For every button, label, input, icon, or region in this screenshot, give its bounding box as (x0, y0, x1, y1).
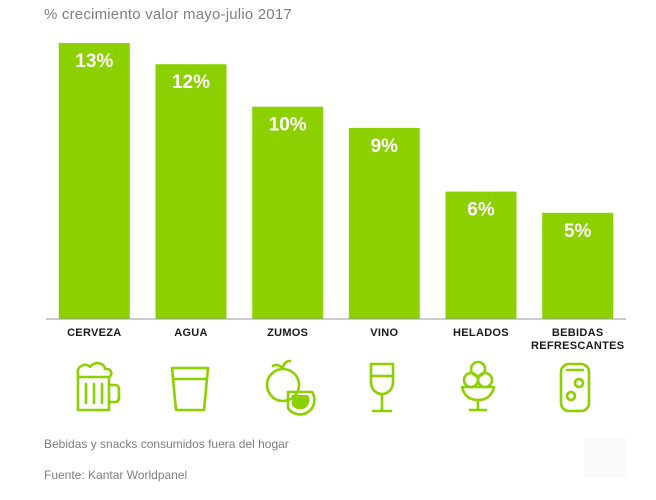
bar-vino (348, 127, 420, 320)
footnote: Bebidas y snacks consumidos fuera del ho… (44, 437, 289, 451)
water-glass-icon (170, 366, 210, 412)
bar-value-label: 9% (371, 136, 399, 157)
ice-cream-cup-icon (460, 360, 496, 412)
bar-zumos (252, 106, 324, 319)
source-note: Fuente: Kantar Worldpanel (44, 468, 188, 482)
beer-mug-icon (76, 361, 121, 412)
bars-layer: 13% 12% 10% 9% 6% 5% (58, 43, 614, 320)
category-label: CERVEZA (67, 327, 121, 339)
category-label: HELADOS (453, 327, 509, 339)
bar-value-label: 13% (75, 51, 113, 72)
citrus-fruit-icon (265, 359, 316, 416)
bar-cerveza (58, 43, 130, 319)
category-label: AGUA (174, 327, 208, 339)
bar-value-label: 5% (564, 221, 592, 242)
chart-title: % crecimiento valor mayo-julio 2017 (44, 6, 292, 23)
category-label: ZUMOS (267, 327, 308, 339)
corner-box (584, 438, 626, 478)
bar-bebidas-refrescantes (542, 212, 614, 319)
category-labels: CERVEZA AGUA ZUMOS VINO HELADOS BEBIDAS REFRES… (67, 327, 624, 352)
category-label: VINO (370, 327, 398, 339)
bar-value-label: 12% (172, 72, 210, 93)
bar-value-label: 6% (467, 200, 495, 221)
bar-value-label: 10% (269, 115, 307, 136)
category-label: BEBIDAS REFRESCANTES (531, 327, 624, 352)
bar-agua (155, 64, 227, 319)
wine-glass-icon (369, 362, 395, 413)
bar-helados (445, 191, 517, 319)
soda-can-icon (559, 362, 591, 413)
